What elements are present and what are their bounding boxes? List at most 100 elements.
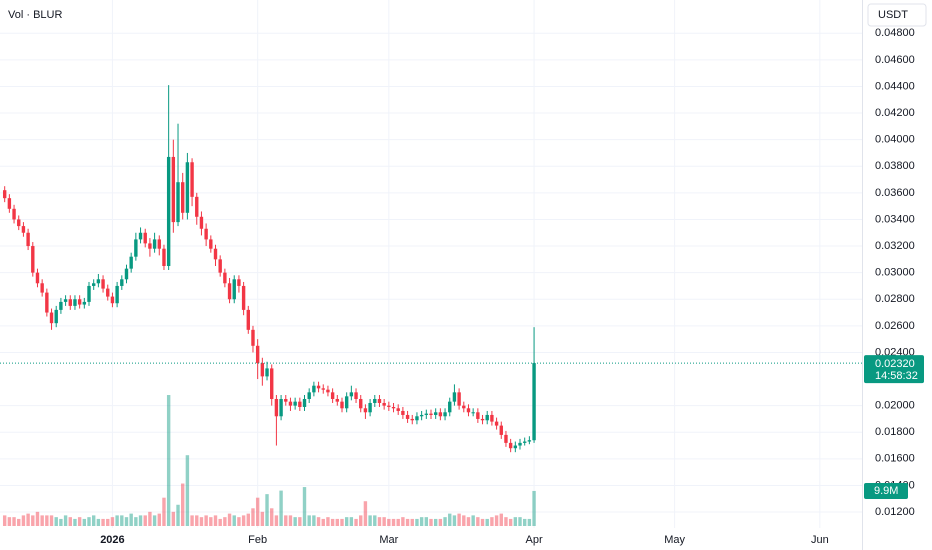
volume-bar bbox=[382, 517, 386, 526]
candle-body bbox=[448, 401, 452, 413]
candle-body bbox=[410, 418, 414, 421]
candle-body bbox=[251, 329, 255, 346]
volume-bar bbox=[204, 515, 208, 526]
candle-body bbox=[527, 440, 532, 442]
candle-body bbox=[246, 309, 250, 330]
volume-bar bbox=[513, 517, 518, 526]
volume-bar bbox=[209, 517, 213, 526]
volume-bar bbox=[190, 515, 194, 526]
volume-bar bbox=[391, 518, 396, 526]
candle-body bbox=[213, 248, 218, 260]
candle-body bbox=[443, 412, 447, 417]
candle-body bbox=[49, 312, 54, 324]
volume-bar bbox=[359, 515, 363, 526]
volume-bar bbox=[307, 515, 311, 526]
candle-body bbox=[138, 232, 143, 240]
volume-bar bbox=[471, 515, 475, 526]
volume-bar bbox=[377, 517, 382, 526]
candle-body bbox=[326, 389, 330, 393]
y-tick-label: 0.01200 bbox=[875, 506, 915, 518]
volume-bar bbox=[101, 518, 105, 526]
volume-bar bbox=[106, 518, 110, 526]
candle-body bbox=[96, 279, 101, 284]
candle-body bbox=[344, 396, 349, 409]
candle-body bbox=[166, 156, 171, 266]
volume-bar bbox=[293, 517, 297, 526]
candle-body bbox=[274, 398, 279, 417]
volume-bar bbox=[462, 515, 466, 526]
volume-bar bbox=[260, 511, 265, 526]
volume-bar bbox=[532, 490, 536, 526]
volume-bar bbox=[63, 515, 68, 526]
candle-body bbox=[129, 256, 133, 269]
candle-body bbox=[302, 398, 307, 407]
candle-body bbox=[354, 392, 358, 399]
candle-body bbox=[255, 345, 260, 364]
y-tick-label: 0.04600 bbox=[875, 54, 915, 66]
candle-body bbox=[401, 410, 405, 415]
volume-bar bbox=[49, 515, 54, 526]
candle-body bbox=[288, 401, 293, 406]
volume-bar bbox=[218, 518, 222, 526]
candle-body bbox=[307, 392, 311, 399]
candle-body bbox=[349, 392, 354, 397]
volume-bar bbox=[162, 497, 166, 526]
y-tick-label: 0.04000 bbox=[875, 134, 915, 146]
volume-bar bbox=[274, 515, 279, 526]
candle-body bbox=[382, 402, 386, 406]
volume-bar bbox=[368, 515, 372, 526]
volume-bar bbox=[401, 517, 405, 526]
volume-bar bbox=[326, 517, 330, 526]
candle-body bbox=[415, 416, 419, 421]
volume-bar bbox=[396, 518, 400, 526]
candle-body bbox=[438, 412, 443, 417]
candle-body bbox=[335, 398, 340, 402]
candle-body bbox=[101, 279, 105, 289]
volume-bar bbox=[82, 518, 87, 526]
candle-body bbox=[260, 363, 265, 377]
volume-bar bbox=[265, 494, 269, 526]
volume-bar bbox=[68, 517, 72, 526]
volume-label: 9.9M bbox=[874, 485, 898, 497]
volume-bar bbox=[522, 518, 527, 526]
candle-body bbox=[373, 398, 377, 403]
volume-bar bbox=[91, 515, 96, 526]
candle-body bbox=[7, 198, 12, 209]
candle-body bbox=[518, 442, 522, 446]
volume-bar bbox=[349, 517, 354, 526]
volume-badge bbox=[864, 482, 908, 499]
volume-bar bbox=[302, 487, 307, 526]
volume-bar bbox=[354, 518, 358, 526]
volume-bar bbox=[45, 515, 49, 526]
candle-body bbox=[316, 385, 321, 389]
candle-body bbox=[466, 408, 471, 413]
x-tick-label: Feb bbox=[248, 534, 267, 546]
y-tick-label: 0.03800 bbox=[875, 160, 915, 172]
y-tick-label: 0.01800 bbox=[875, 426, 915, 438]
currency-box bbox=[867, 3, 927, 27]
candle-body bbox=[143, 232, 147, 244]
x-tick-label: Jun bbox=[811, 534, 829, 546]
candle-body bbox=[298, 401, 302, 407]
candle-body bbox=[218, 259, 222, 273]
volume-bar bbox=[181, 483, 185, 526]
volume-bar bbox=[499, 513, 503, 526]
y-tick-label: 0.02600 bbox=[875, 320, 915, 332]
candle-body bbox=[396, 408, 400, 411]
candle-body bbox=[152, 239, 157, 249]
candle-body bbox=[330, 392, 335, 399]
x-tick-label: May bbox=[664, 534, 685, 546]
volume-bar bbox=[270, 508, 274, 526]
volume-bar bbox=[35, 511, 40, 526]
candle-body bbox=[68, 299, 72, 306]
candle-body bbox=[195, 196, 199, 217]
candle-body bbox=[45, 292, 49, 313]
candle-body bbox=[340, 401, 344, 409]
candle-body bbox=[77, 299, 82, 305]
x-tick-label: 2026 bbox=[100, 534, 124, 546]
candle-body bbox=[157, 239, 161, 249]
candle-body bbox=[59, 301, 63, 310]
volume-bar bbox=[316, 517, 321, 526]
candle-body bbox=[368, 402, 372, 413]
candle-body bbox=[429, 413, 433, 415]
